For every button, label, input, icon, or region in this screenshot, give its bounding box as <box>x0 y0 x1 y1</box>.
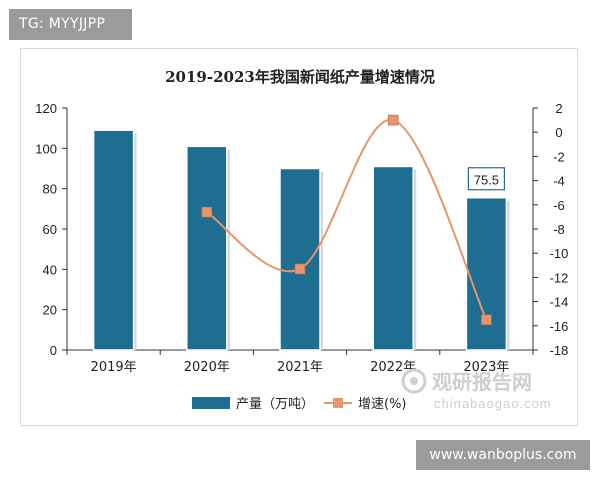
watermark-logo-icon <box>401 368 427 394</box>
bar <box>465 196 508 351</box>
watermark: 观研报告网 chinabaogao.com <box>401 368 552 411</box>
y-left-tick-label: 80 <box>43 182 57 197</box>
legend: 产量（万吨） 增速(%) <box>192 397 407 412</box>
line-marker <box>481 314 492 326</box>
y-left-tick-label: 0 <box>50 343 57 358</box>
bar <box>186 145 228 351</box>
x-tick-label: 2019年 <box>91 360 137 375</box>
legend-bar-swatch <box>192 397 230 409</box>
bar <box>92 129 135 351</box>
legend-line-marker <box>333 398 343 408</box>
watermark-url: chinabaogao.com <box>434 396 552 411</box>
y-right-tick-label: 0 <box>555 125 562 140</box>
y-right-tick-label: -2 <box>553 149 565 164</box>
annotations: 75.5 <box>467 167 505 191</box>
line-marker <box>294 263 306 275</box>
y-left-tick-label: 120 <box>35 101 57 116</box>
y-left-tick-label: 100 <box>35 141 57 156</box>
y-right-tick-label: -4 <box>553 174 565 189</box>
y-right-tick-label: -18 <box>550 343 569 358</box>
line-marker <box>387 114 399 126</box>
x-tick-label: 2020年 <box>184 360 230 375</box>
bar-series <box>92 129 510 351</box>
tag-bottom-label: www.wanboplus.com <box>416 440 590 470</box>
line-series <box>201 114 492 326</box>
y-right-tick-label: 2 <box>555 101 562 116</box>
chart-title: 2019-2023年我国新闻纸产量增速情况 <box>165 68 435 86</box>
bar <box>372 165 414 351</box>
y-left-tick-label: 40 <box>43 262 57 277</box>
y-left-tick-label: 60 <box>43 222 57 237</box>
data-label-box <box>467 167 505 191</box>
data-label: 75.5 <box>474 173 499 188</box>
watermark-brand: 观研报告网 <box>432 370 532 394</box>
y-right-tick-label: -6 <box>553 198 565 213</box>
y-right-tick-label: -14 <box>550 295 569 310</box>
y-right-tick-label: -16 <box>550 319 569 334</box>
x-tick-label: 2021年 <box>277 360 323 375</box>
tag-top-label: TG: MYYJJPP <box>9 9 132 40</box>
line-path <box>206 119 488 321</box>
y-right-tick-label: -10 <box>550 246 569 261</box>
legend-bar-label: 产量（万吨） <box>236 397 314 412</box>
y-right-tick-label: -12 <box>550 270 569 285</box>
bar <box>279 167 321 351</box>
x-tick-label: 2023年 <box>463 360 509 375</box>
line-marker <box>201 206 213 218</box>
x-axis-labels: 2019年 2020年 2021年 2022年 2023年 <box>91 360 510 375</box>
legend-line-label: 增速(%) <box>358 397 407 412</box>
x-tick-label: 2022年 <box>370 360 416 375</box>
y-left-tick-label: 20 <box>43 303 57 318</box>
y-right-tick-label: -8 <box>553 222 565 237</box>
